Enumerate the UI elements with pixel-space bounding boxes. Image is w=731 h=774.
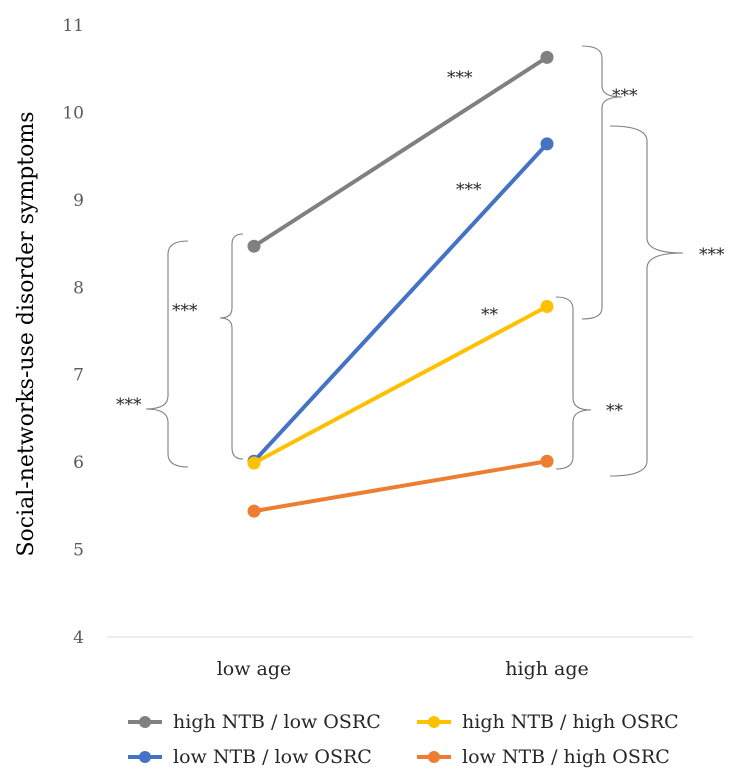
legend-swatch-marker: [428, 751, 440, 763]
high-age-sig-top: ***: [612, 86, 638, 106]
x-axis-ticks: low age high age: [217, 658, 589, 680]
y-tick-label: 10: [62, 103, 84, 123]
low-age-sig-outer: ***: [116, 395, 142, 415]
significance-brackets: [145, 45, 684, 477]
series-line: [252, 459, 549, 514]
slope-sig-yellow: **: [481, 305, 499, 325]
y-tick-label: 8: [73, 278, 84, 298]
y-axis-ticks: 4 5 6 7 8 9 10 11: [62, 16, 84, 648]
series-line: [252, 141, 549, 464]
y-tick-label: 6: [73, 453, 84, 473]
significance-labels: *** *** ** *** *** *** *** **: [116, 68, 725, 421]
x-tick-label: low age: [217, 658, 292, 680]
high-age-sig-large: ***: [699, 245, 725, 265]
series-group: [247, 50, 554, 518]
bracket-high-age-top: [581, 45, 623, 320]
data-point: [540, 454, 554, 468]
data-point: [540, 300, 554, 314]
legend-swatch-marker: [139, 716, 151, 728]
y-tick-label: 5: [73, 541, 84, 561]
legend: high NTB / low OSRC low NTB / low OSRC hig…: [128, 711, 679, 768]
data-point: [540, 137, 554, 151]
low-age-sig-inner: ***: [172, 301, 198, 321]
legend-label: high NTB / low OSRC: [173, 711, 381, 733]
legend-swatch-marker: [139, 751, 151, 763]
legend-label: high NTB / high OSRC: [462, 711, 679, 733]
x-tick-label: high age: [505, 658, 589, 680]
data-point: [540, 50, 554, 64]
y-tick-label: 4: [73, 628, 84, 648]
series-line: [252, 55, 549, 249]
slope-sig-gray: ***: [447, 68, 473, 88]
y-axis-label: Social-networks-use disorder symptoms: [14, 111, 39, 556]
series-line: [252, 304, 549, 466]
slope-sig-blue: ***: [456, 180, 482, 200]
y-tick-label: 11: [62, 16, 84, 36]
y-tick-label: 9: [73, 191, 84, 211]
data-point: [247, 456, 261, 470]
data-point: [247, 239, 261, 253]
bracket-high-age-large: [609, 125, 684, 477]
legend-label: low NTB / low OSRC: [173, 746, 372, 768]
y-tick-label: 7: [73, 366, 84, 386]
bracket-low-age-outer: [145, 240, 189, 468]
high-age-sig-lower: **: [606, 401, 624, 421]
bracket-high-age-lower: [555, 296, 592, 470]
legend-swatch-marker: [428, 716, 440, 728]
bracket-low-age-inner: [219, 233, 244, 460]
data-point: [247, 504, 261, 518]
legend-label: low NTB / high OSRC: [462, 746, 670, 768]
